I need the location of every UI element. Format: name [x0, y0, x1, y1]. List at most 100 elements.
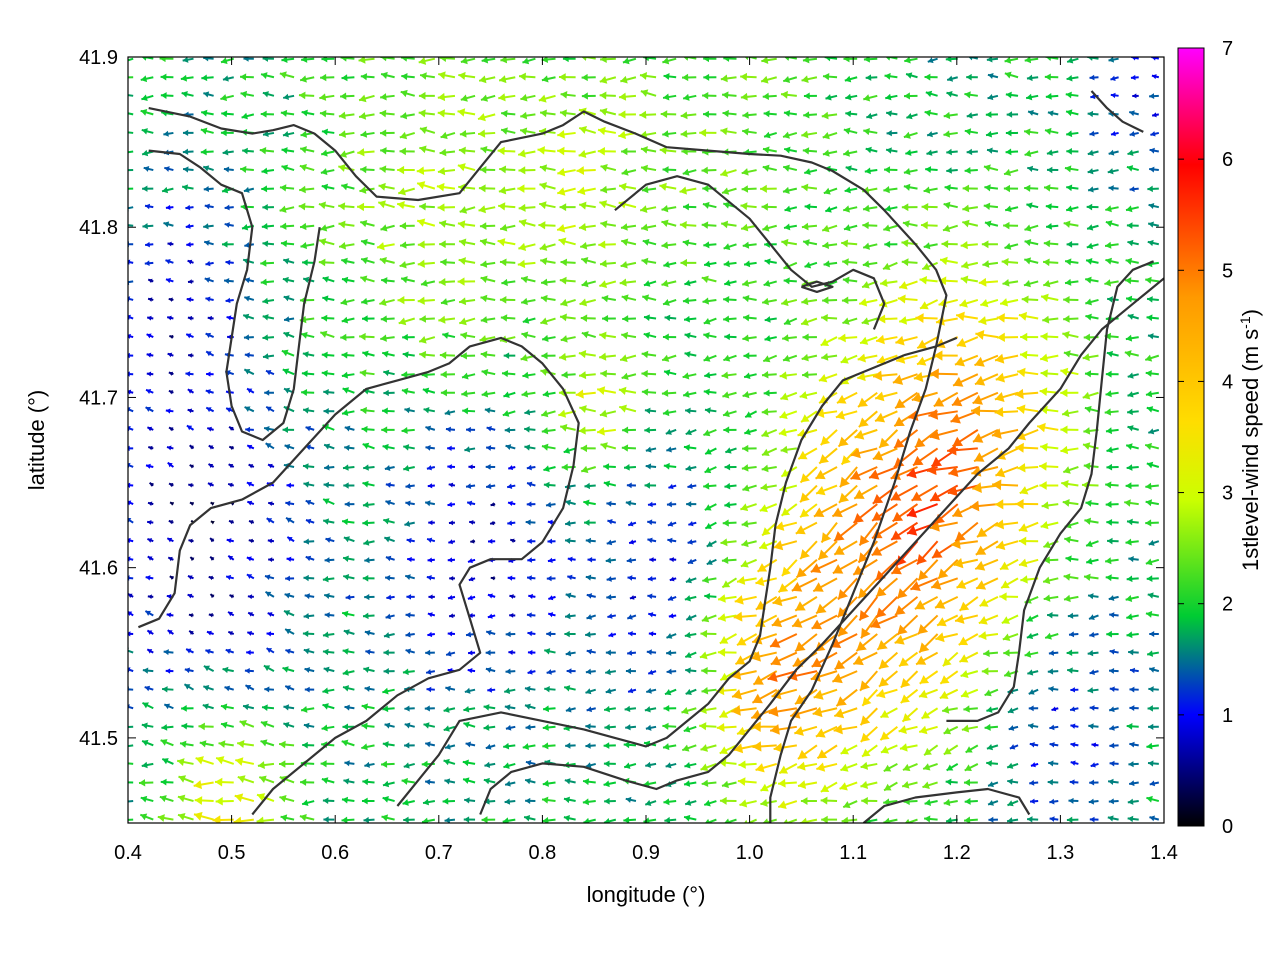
wind-vector [478, 184, 496, 193]
wind-vector [166, 612, 174, 618]
wind-vector [1106, 350, 1119, 358]
wind-vector [852, 651, 878, 666]
wind-vector [1086, 242, 1099, 250]
wind-vector [304, 686, 315, 693]
wind-vector [861, 689, 879, 707]
wind-vector [1105, 257, 1119, 265]
wind-vector [943, 725, 959, 735]
wind-vector [486, 445, 496, 451]
wind-vector [659, 146, 677, 155]
wind-vector [507, 575, 516, 581]
wind-vector [1043, 556, 1059, 564]
wind-vector [1088, 798, 1099, 805]
wind-vector [717, 613, 737, 622]
wind-vector [1147, 592, 1160, 599]
wind-vector [1029, 780, 1039, 786]
wind-vector [840, 744, 858, 755]
x-tick-label: 1.1 [839, 842, 867, 864]
wind-vector [901, 203, 918, 212]
wind-vector [974, 558, 999, 571]
wind-vector [581, 331, 597, 339]
wind-vector [462, 407, 476, 415]
wind-vector [248, 463, 255, 469]
wind-vector [426, 465, 436, 471]
wind-vector [279, 795, 295, 803]
wind-vector [128, 744, 134, 748]
wind-vector [185, 223, 194, 229]
wind-vector [648, 631, 657, 637]
wind-vector [626, 557, 637, 564]
wind-vector [964, 166, 978, 175]
wind-vector [740, 202, 757, 211]
wind-vector [876, 354, 898, 365]
wind-vector [319, 330, 335, 339]
wind-vector [985, 130, 999, 138]
wind-vector [166, 537, 174, 543]
wind-vector [185, 333, 194, 339]
wind-vector [128, 818, 134, 821]
wind-vector [884, 166, 898, 174]
wind-vector [1108, 706, 1119, 713]
wind-vector [343, 482, 355, 489]
wind-vector [444, 817, 456, 823]
wind-vector [1109, 724, 1119, 731]
wind-vector [364, 557, 375, 564]
wind-vector [358, 57, 375, 64]
wind-vector [279, 184, 295, 192]
wind-vector [181, 722, 194, 730]
wind-vector [1132, 93, 1139, 99]
wind-vector [283, 258, 295, 265]
wind-vector [664, 314, 677, 322]
wind-vector [1006, 817, 1019, 823]
wind-vector [1039, 461, 1059, 471]
wind-vector [703, 317, 717, 325]
wind-vector [222, 666, 234, 674]
wind-vector [741, 464, 757, 472]
wind-vector [958, 596, 979, 612]
wind-vector [420, 279, 436, 287]
wind-vector [396, 200, 415, 210]
wind-vector [128, 333, 134, 339]
colorbar-tick-label: 4 [1222, 371, 1233, 393]
wind-vector [621, 331, 637, 340]
wind-vector [1016, 404, 1039, 414]
wind-vector [919, 299, 939, 310]
wind-vector [1003, 168, 1019, 177]
wind-vector [165, 259, 174, 265]
wind-vector [762, 92, 777, 100]
wind-vector [860, 780, 878, 789]
wind-vector [1040, 442, 1059, 452]
wind-vector [779, 484, 798, 493]
wind-vector [736, 575, 757, 585]
wind-vector [862, 204, 878, 213]
wind-vector [587, 556, 596, 563]
wind-vector [1024, 257, 1039, 265]
wind-vector [600, 57, 616, 64]
wind-vector [781, 238, 797, 247]
wind-vector [128, 150, 134, 154]
wind-vector [914, 596, 939, 610]
wind-vector [444, 743, 456, 750]
wind-vector [685, 688, 697, 695]
wind-vector [480, 260, 496, 268]
wind-vector [419, 145, 436, 154]
wind-vector [465, 741, 476, 748]
wind-vector [815, 408, 838, 418]
wind-vector [840, 762, 858, 772]
wind-vector [603, 760, 616, 768]
wind-vector [1087, 593, 1099, 600]
wind-vector [1105, 500, 1119, 508]
wind-vector [576, 166, 596, 176]
wind-vector [426, 537, 436, 543]
wind-vector [799, 466, 818, 484]
wind-vector [320, 149, 335, 157]
wind-vector [1007, 707, 1019, 714]
wind-vector [485, 483, 496, 490]
wind-vector [1065, 205, 1079, 213]
wind-vector [681, 744, 697, 752]
wind-vector [282, 368, 295, 376]
wind-vector [800, 797, 817, 805]
wind-vector [1002, 278, 1019, 287]
wind-vector [546, 575, 556, 582]
wind-vector [667, 537, 677, 544]
